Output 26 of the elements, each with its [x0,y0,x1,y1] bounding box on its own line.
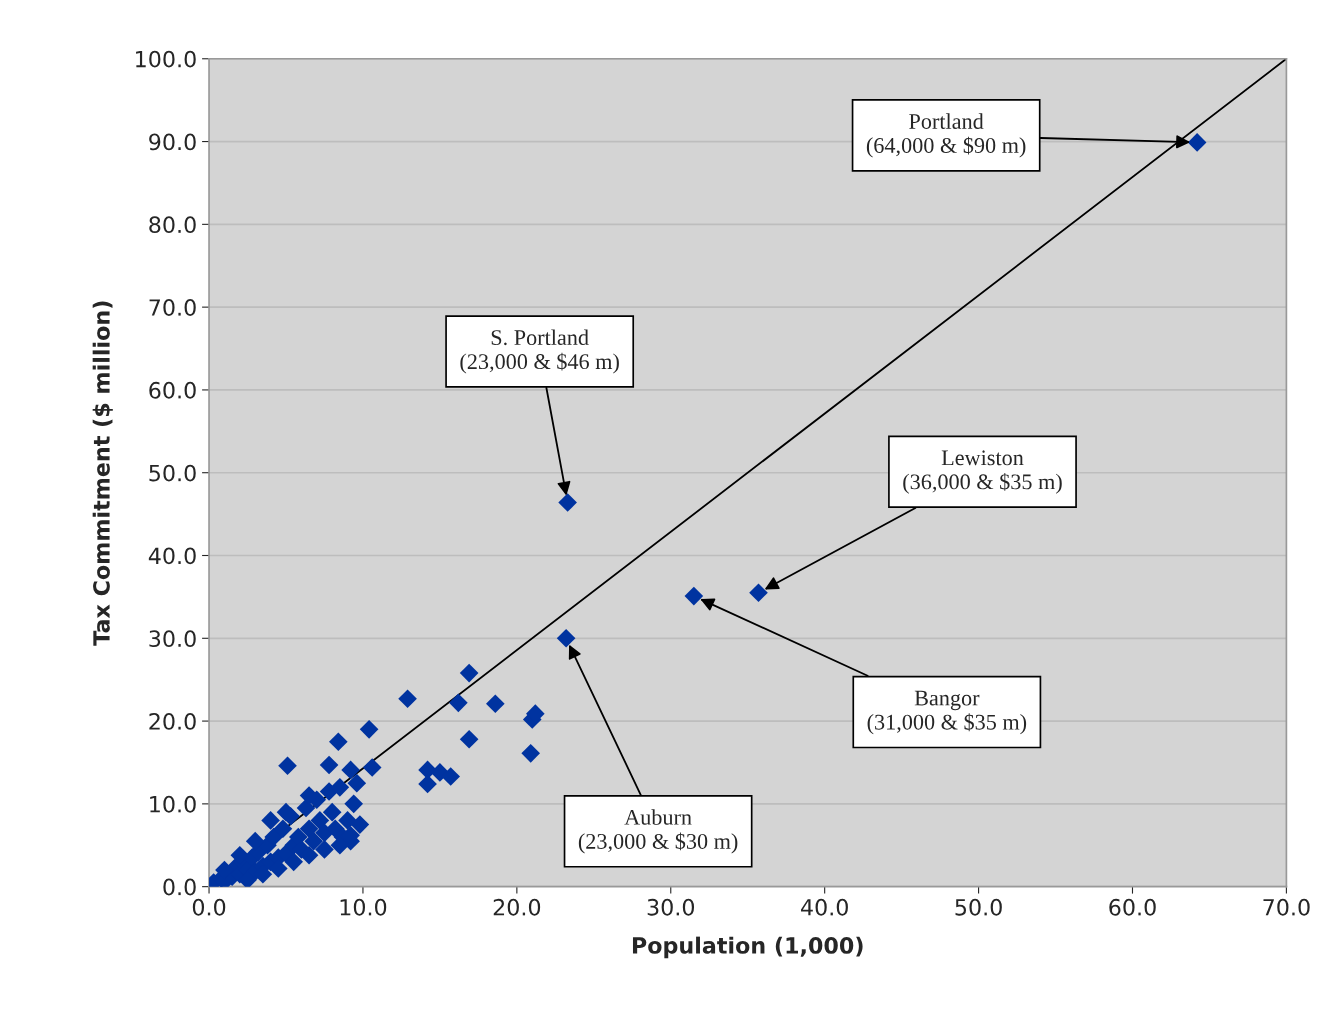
x-tick-label: 50.0 [955,898,1002,916]
x-axis-title: Population (1,000) [632,936,863,959]
x-tick-label: 20.0 [493,898,541,916]
x-tick-label: 60.0 [1109,898,1156,916]
y-tick-label: 100.0 [136,50,196,68]
y-tick-label: 50.0 [149,464,196,482]
annotation: Lewiston (36,000 & $35 m) [903,450,1062,494]
y-tick-label: 40.0 [148,547,196,565]
y-tick-label: 90.0 [149,133,196,151]
annotation: S. Portland (23,000 & $46 m) [460,329,619,374]
y-tick-label: 60.0 [149,381,196,399]
annotation: Bangor (31,000 & $35 m) [867,690,1027,735]
x-tick-label: 10.0 [340,898,387,916]
y-tick-label: 20.0 [149,713,196,730]
y-tick-label: 70.0 [149,299,196,316]
y-tick-label: 0.0 [163,878,196,896]
y-axis-title: Tax Commitment ($ million) [92,301,113,646]
annotation: Auburn (23,000 & $30 m) [578,809,738,854]
x-tick-label: 0.0 [192,898,226,916]
y-tick-label: 10.0 [150,795,196,813]
annotation: Portland (64,000 & $90 m) [866,113,1026,158]
x-tick-label: 40.0 [801,898,848,916]
x-tick-label: 70.0 [1263,898,1310,916]
x-tick-label: 30.0 [647,898,695,916]
y-tick-label: 30.0 [149,630,196,648]
y-tick-label: 80.0 [149,216,196,234]
